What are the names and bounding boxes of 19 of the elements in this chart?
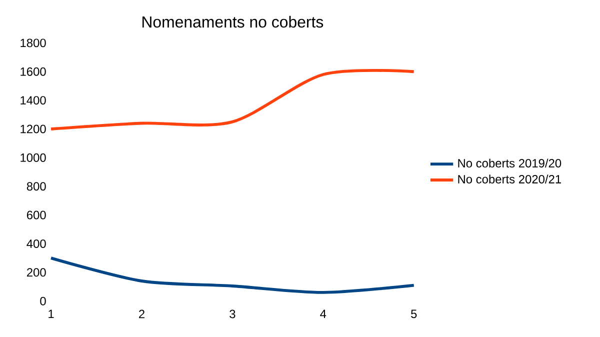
line-series xyxy=(50,256,416,294)
y-tick-label: 800 xyxy=(26,182,46,191)
legend-label: No coberts 2019/20 xyxy=(458,158,562,168)
y-tick-label: 1800 xyxy=(20,38,46,48)
y-tick-label: 0 xyxy=(40,296,46,306)
y-tick-label: 400 xyxy=(26,239,46,248)
y-tick-label: 600 xyxy=(26,210,46,220)
y-tick-label: 1200 xyxy=(20,124,46,134)
x-tick-label: 5 xyxy=(411,310,417,318)
chart-title: Nomenaments no coberts xyxy=(142,16,324,28)
x-tick-label: 2 xyxy=(139,310,144,318)
y-tick-label: 1000 xyxy=(20,153,46,162)
legend-label: No coberts 2020/21 xyxy=(458,174,561,184)
y-tick-label: 1400 xyxy=(20,96,46,105)
x-tick-label: 4 xyxy=(320,310,326,318)
x-tick-label: 1 xyxy=(48,310,54,318)
x-tick-label: 3 xyxy=(230,310,236,318)
y-tick-label: 1600 xyxy=(20,67,46,76)
y-tick-label: 200 xyxy=(26,268,46,277)
